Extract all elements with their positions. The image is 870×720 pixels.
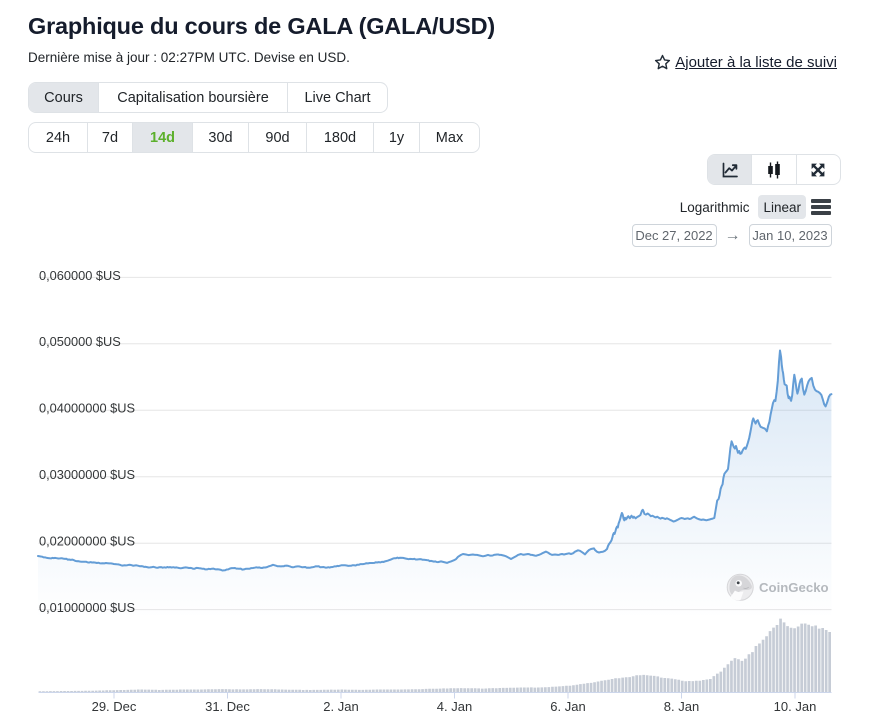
svg-text:10. Jan: 10. Jan [774,699,817,714]
svg-text:29. Dec: 29. Dec [92,699,137,714]
svg-text:CoinGecko: CoinGecko [759,580,829,595]
svg-text:4. Jan: 4. Jan [437,699,472,714]
svg-text:31. Dec: 31. Dec [205,699,250,714]
svg-text:0,050000 $US: 0,050000 $US [39,334,121,349]
svg-text:2. Jan: 2. Jan [323,699,358,714]
svg-text:0,060000 $US: 0,060000 $US [39,268,121,283]
svg-text:0,01000000 $US: 0,01000000 $US [39,600,135,615]
svg-text:8. Jan: 8. Jan [664,699,699,714]
svg-text:0,04000000 $US: 0,04000000 $US [39,401,135,416]
svg-text:0,03000000 $US: 0,03000000 $US [39,467,135,482]
svg-text:0,02000000 $US: 0,02000000 $US [39,534,135,549]
svg-text:6. Jan: 6. Jan [550,699,585,714]
